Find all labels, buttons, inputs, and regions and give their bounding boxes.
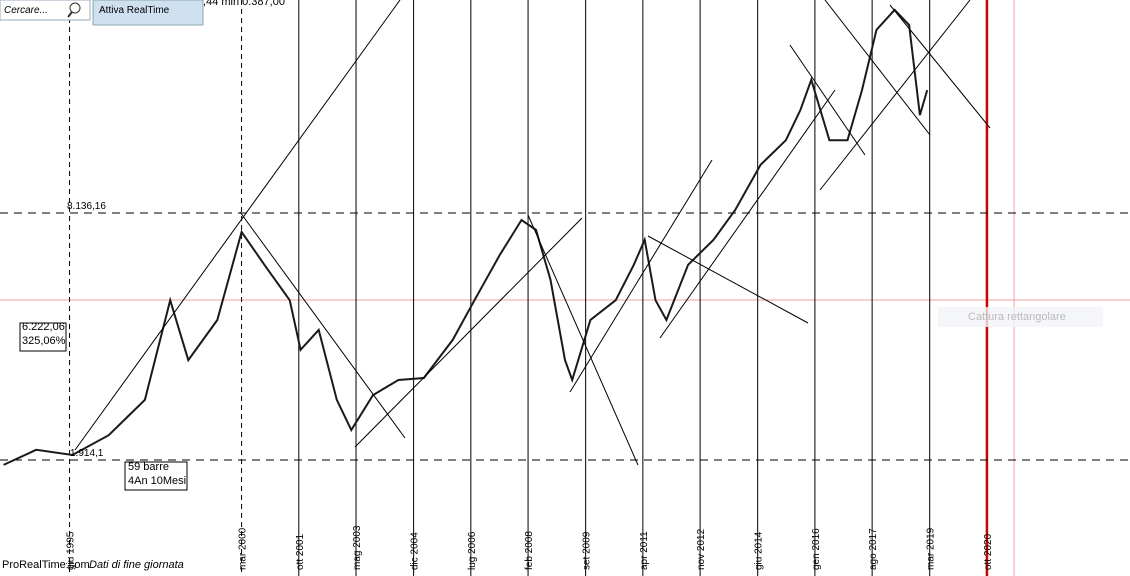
trend-line xyxy=(527,214,639,466)
trend-line xyxy=(74,0,401,451)
x-tick-label: giu 2014 xyxy=(754,531,765,570)
trend-line xyxy=(824,0,931,136)
trend-lines xyxy=(74,0,991,466)
brand: ProRealTime.com xyxy=(2,559,90,571)
trend-line xyxy=(819,0,971,191)
x-tick-label: giu 1995 xyxy=(66,531,77,570)
level-label: 8.136,16 xyxy=(67,201,106,212)
price-line xyxy=(3,8,929,466)
note: Dati di fine giornata xyxy=(89,559,184,571)
x-tick-label: dic 2004 xyxy=(410,532,421,570)
trend-line xyxy=(789,44,866,156)
realtime-button[interactable] xyxy=(92,0,204,26)
search-box[interactable] xyxy=(0,0,91,21)
annotation: 325,06% xyxy=(22,335,66,347)
annotation: 6.222,06 xyxy=(22,321,65,333)
x-tick-label: ott 2001 xyxy=(295,533,306,570)
annotation: 59 barre xyxy=(128,461,169,473)
annotation: 4An 10Mesi xyxy=(128,475,186,487)
x-tick-label: ott 2020 xyxy=(983,533,994,570)
x-tick-label: nov 2012 xyxy=(696,528,707,570)
trend-line xyxy=(239,211,406,439)
annotation-box xyxy=(19,322,67,352)
search-icon xyxy=(67,11,73,18)
tooltip xyxy=(938,307,1103,327)
x-tick-label: feb 2008 xyxy=(524,531,535,570)
x-tick-label: mar 2019 xyxy=(926,527,937,570)
quote: ,44 min 0.387,00 xyxy=(203,0,285,8)
trend-line xyxy=(659,89,836,339)
search-placeholder: Cercare... xyxy=(4,5,48,16)
x-tick-label: gen 2016 xyxy=(811,528,822,570)
trend-line xyxy=(569,159,713,393)
trend-line xyxy=(647,235,809,324)
tooltip-text: Cattura rettangolare xyxy=(968,311,1066,323)
annotation-box xyxy=(124,461,188,491)
x-tick-label: set 2009 xyxy=(582,531,593,570)
trend-line xyxy=(889,4,991,129)
trend-line xyxy=(354,217,583,448)
x-tick-label: lug 2006 xyxy=(467,531,478,570)
realtime-label: Attiva RealTime xyxy=(99,5,170,16)
search-icon xyxy=(69,2,81,14)
x-tick-label: mag 2003 xyxy=(352,525,363,570)
x-tick-label: mar 2000 xyxy=(238,527,249,570)
x-tick-label: ago 2017 xyxy=(868,528,879,570)
x-tick-label: apr 2011 xyxy=(639,531,650,570)
level-label: 1.914,1 xyxy=(70,448,104,459)
toolbar: Cercare... Attiva RealTime ,44 min 0.387… xyxy=(0,0,285,26)
